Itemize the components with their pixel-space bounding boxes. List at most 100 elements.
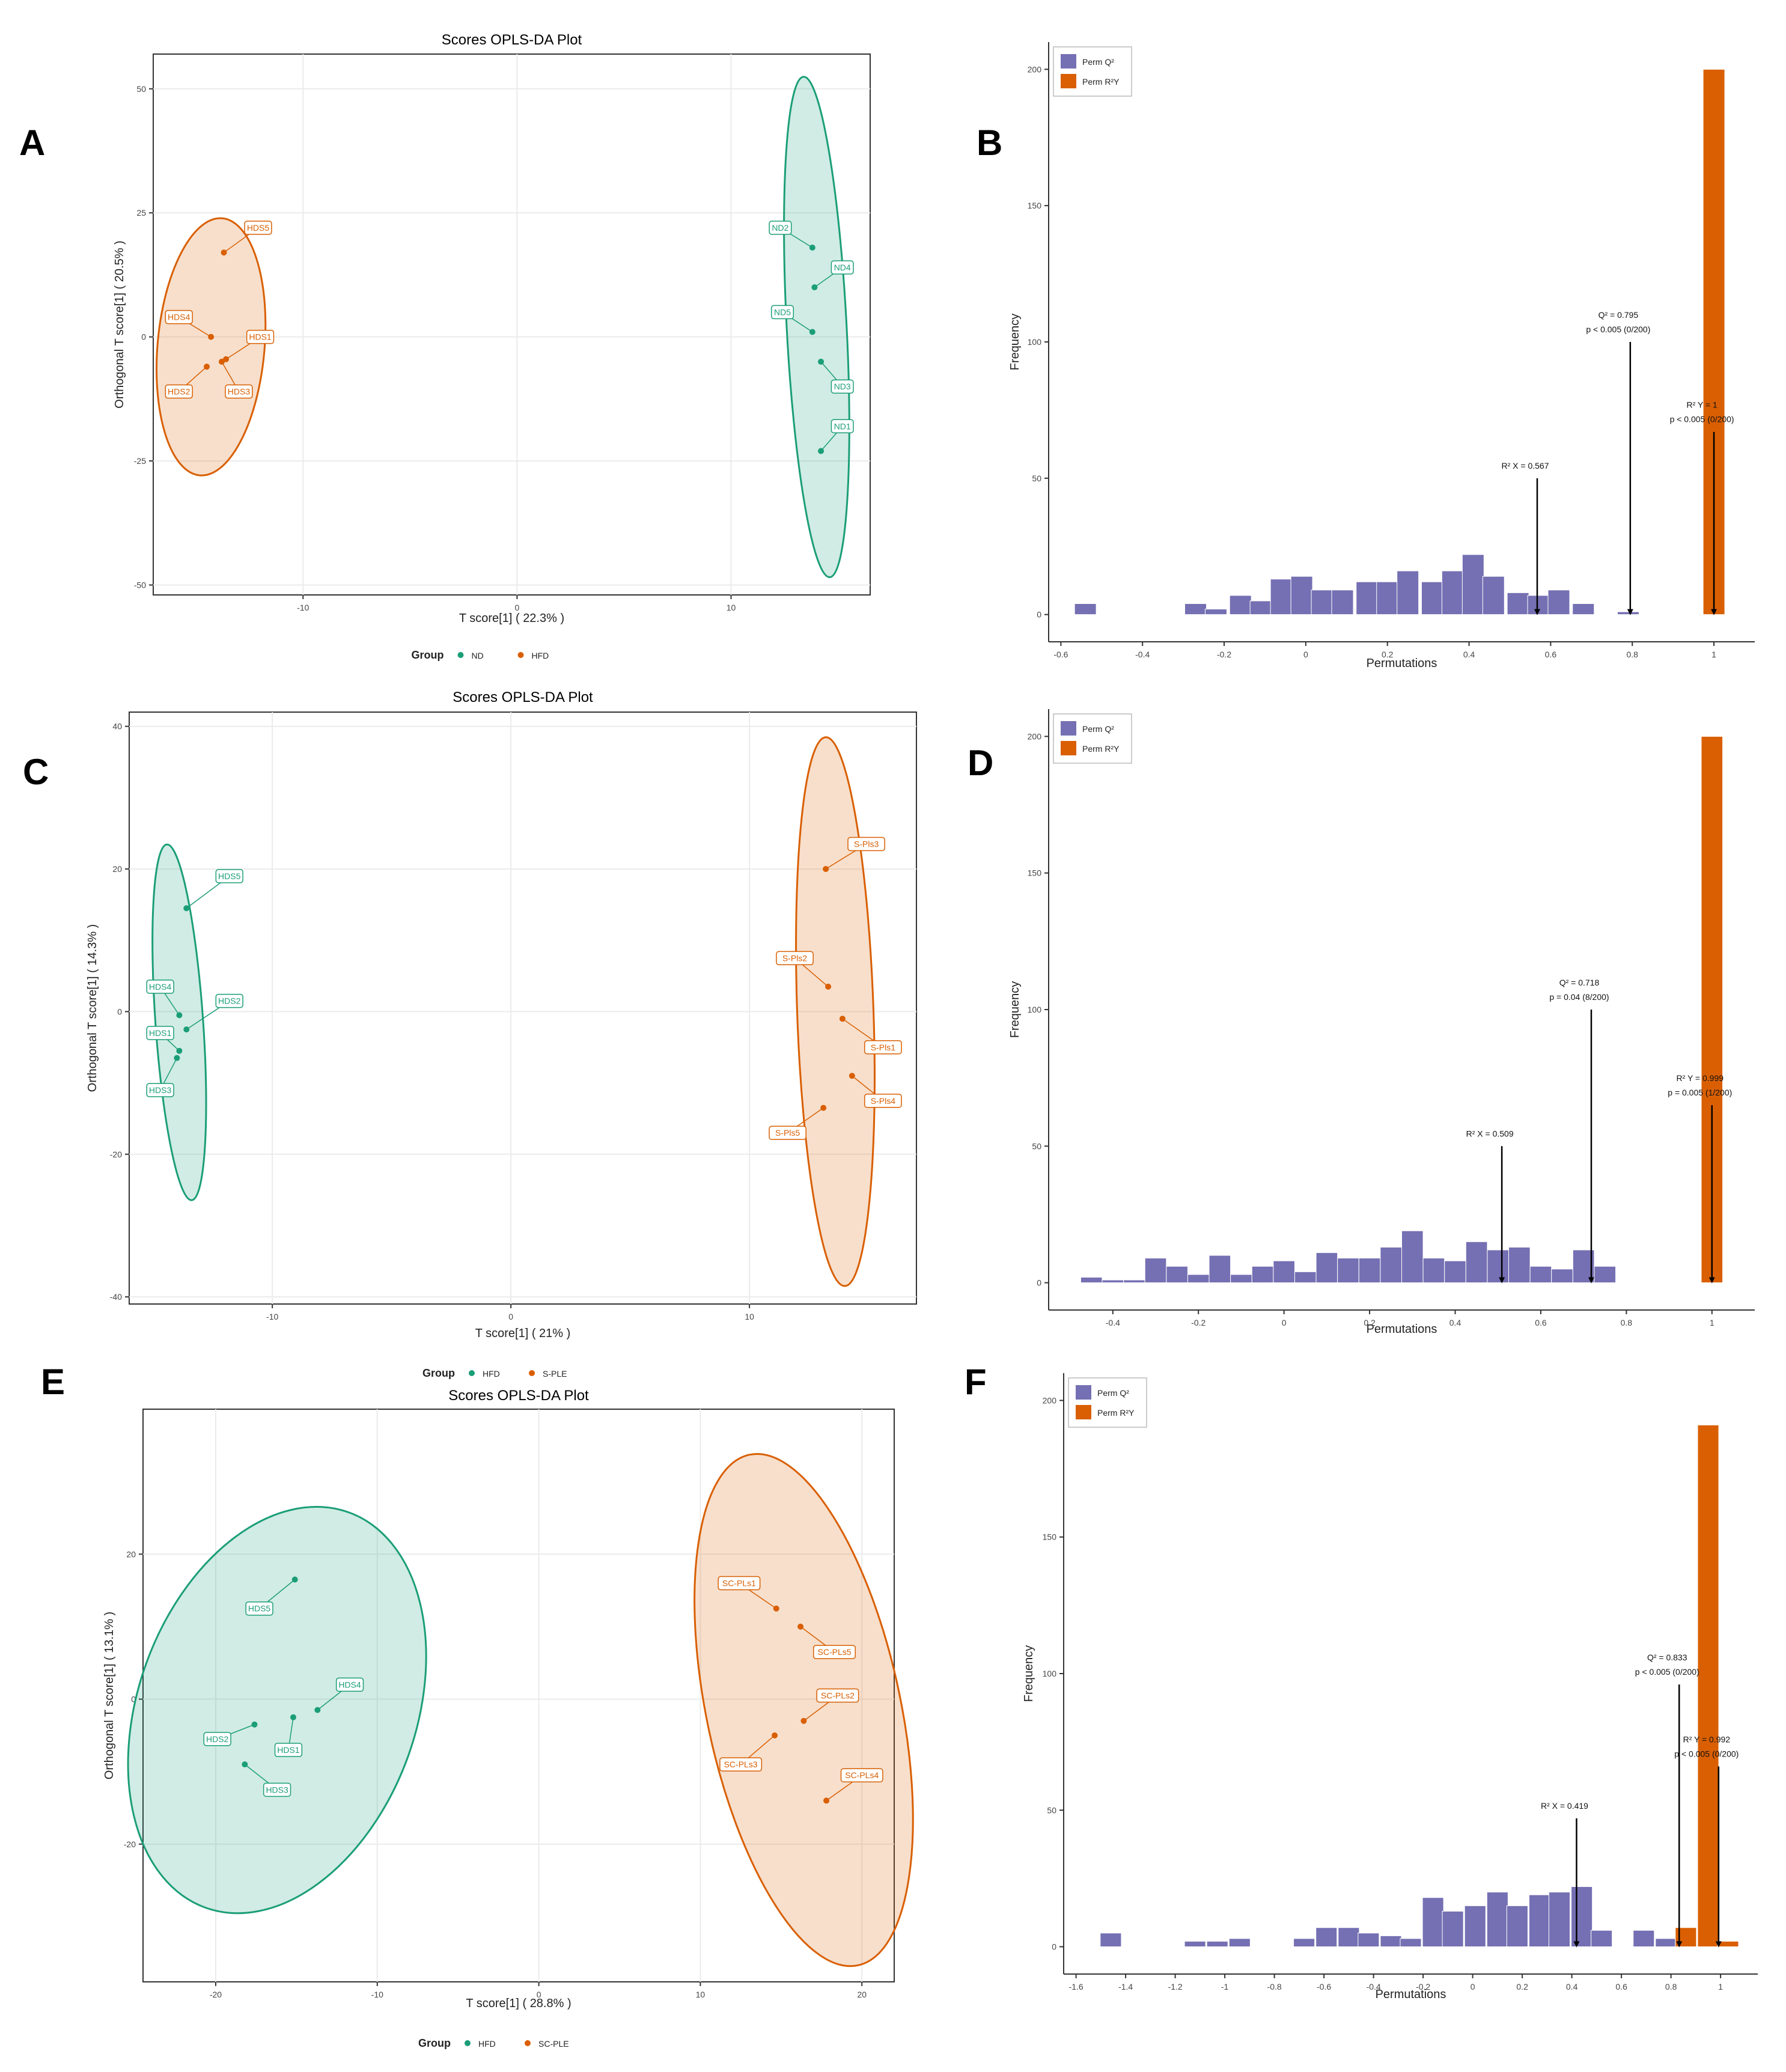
q2-bar [1397,570,1419,615]
q2-bar [1441,570,1464,615]
legend-entry: ND [472,651,484,660]
q2-bar [1338,1927,1360,1948]
q2-bar [1251,1266,1274,1284]
x-tick-label: -0.4 [1106,1318,1120,1327]
point-label: HDS3 [266,1785,288,1794]
panel-letter-e: E [41,1362,65,1402]
scatter-panel-c: -10 0 10 -40 -20 0 20 40 HDS5 HDS4 HDS2 HDS1 HDS3 S-P… [86,689,917,1379]
q2-bar [1507,592,1529,615]
y-tick-label: 25 [136,208,146,218]
q2-bar [1273,1260,1295,1284]
statistic-annotation: R² Y = 1 [1686,400,1717,410]
q2-bar [1442,1910,1464,1948]
point-label-box [840,1768,883,1782]
y-axis-label: Frequency [1008,981,1022,1038]
point-label-box [831,419,854,434]
legend-title: Group [412,649,444,661]
legend-entry: Perm R²Y [1082,77,1120,87]
q2-bar [1527,595,1550,615]
legend-entry: HFD [483,1369,500,1379]
y-tick-label: 200 [1043,1395,1057,1405]
y-tick-label: 0 [1037,1278,1041,1288]
y-tick-label: 150 [1028,201,1042,210]
y-tick-label: 0 [117,1007,122,1016]
x-tick-label: -1 [1221,1982,1229,1991]
statistic-annotation: R² Y = 0.999 [1677,1073,1724,1083]
point-label: SC-PLs4 [845,1770,879,1780]
y-tick-label: 40 [112,722,122,731]
statistic-annotation: Q² = 0.833 [1647,1653,1687,1662]
x-tick-label: -1.6 [1069,1982,1083,1991]
y-axis-label: Frequency [1008,314,1022,371]
legend-swatch [1061,74,1076,88]
data-point [183,1026,190,1033]
q2-bar [1315,1927,1338,1948]
q2-bar [1206,1940,1228,1948]
point-label-box [813,1645,856,1659]
x-tick-label: -1.2 [1168,1982,1183,1991]
q2-bar [1080,1276,1103,1284]
data-point [218,358,225,365]
x-tick-label: 0.4 [1566,1982,1578,1991]
q2-bar [1551,1269,1573,1284]
legend-entry: S-PLE [543,1369,567,1379]
q2-bar [1380,1935,1402,1948]
y-tick-label: 200 [1028,731,1042,741]
confidence-ellipse-s-ple [795,736,876,1287]
y-tick-label: -40 [110,1292,122,1302]
q2-bar [1655,1938,1677,1948]
q2-bar [1464,1905,1486,1948]
data-point [176,1047,183,1054]
chart-title: Scores OPLS-DA Plot [448,1388,589,1404]
statistic-annotation: p < 0.005 (0/200) [1635,1667,1699,1677]
x-tick-label: -0.2 [1191,1318,1205,1327]
plot-area [1049,42,1755,642]
data-point [221,249,227,256]
plot-area [1064,1373,1758,1974]
legend-entry: Perm Q² [1097,1388,1129,1398]
x-tick-label: 0 [1303,650,1308,659]
data-point [242,1761,248,1768]
q2-bar [1591,1930,1613,1948]
point-label-box [816,1688,859,1703]
panel-letter-c: C [23,752,49,792]
point-label: SC-PLs5 [818,1647,852,1657]
point-label: HDS4 [338,1680,361,1689]
q2-bar [1184,603,1207,615]
point-label-box [245,1601,273,1616]
legend-swatch [1061,741,1076,755]
data-point [183,905,190,912]
q2-bar [1228,1938,1251,1948]
x-tick-label: 0.6 [1615,1982,1627,1991]
x-axis-label: T score[1] ( 21% ) [475,1327,571,1340]
x-tick-label: 0 [1282,1318,1287,1327]
x-tick-label: -0.4 [1135,650,1150,659]
data-point [820,1105,827,1111]
data-point [823,1797,830,1804]
point-label-box [831,260,854,275]
y-tick-label: 100 [1028,1005,1042,1014]
legend-entry: SC-PLE [538,2039,569,2049]
x-tick-label: -0.4 [1367,1982,1381,1991]
x-tick-label: -10 [266,1312,278,1321]
q2-bar [1529,1266,1552,1284]
q2-bar [1461,554,1484,615]
plot-area [153,53,871,596]
q2-bar [1358,1933,1380,1948]
x-tick-label: 0 [508,1312,513,1321]
point-label: HDS1 [149,1028,172,1038]
point-label-box [244,221,272,235]
x-axis-label: T score[1] ( 22.3% ) [459,612,564,625]
x-tick-label: -0.2 [1416,1982,1430,1991]
x-tick-label: 10 [727,603,736,612]
point-label-box [246,329,275,344]
point-label-box [776,951,814,966]
x-tick-label: 0.8 [1627,650,1639,659]
point-label: HDS5 [247,223,270,233]
x-tick-label: 10 [696,1990,706,1999]
y-tick-label: 20 [112,864,122,874]
statistic-annotation: R² Y = 0.992 [1683,1735,1731,1744]
q2-bar [1315,1252,1338,1284]
q2-bar [1187,1274,1210,1284]
point-label: HDS1 [277,1745,300,1755]
